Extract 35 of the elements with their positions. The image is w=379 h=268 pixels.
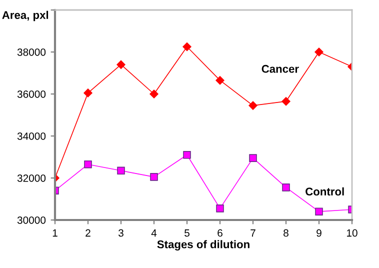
x-tick-label: 5 [184, 229, 190, 237]
y-tick-label: 34000 [17, 132, 46, 140]
point [84, 88, 92, 98]
y-axis-title: Area, pxl [2, 10, 48, 22]
point [216, 204, 224, 212]
point [248, 101, 258, 110]
series-label: Control [306, 187, 344, 196]
x-tick-label: 3 [118, 229, 124, 237]
point [150, 173, 158, 181]
x-axis-title: Stages of dilution [157, 240, 250, 251]
point [183, 151, 191, 159]
x-tick-label: 9 [316, 229, 322, 237]
x-tick-label: 6 [218, 229, 222, 237]
point [249, 154, 257, 162]
y-tick-label: 30000 [17, 216, 46, 224]
point [117, 166, 125, 175]
point [315, 208, 323, 216]
x-tick-label: 4 [151, 229, 157, 237]
y-tick-label: 32000 [17, 174, 46, 182]
point [282, 97, 290, 106]
point [150, 90, 158, 98]
point [314, 48, 324, 56]
x-tick-label: 8 [284, 229, 288, 237]
point [282, 184, 290, 192]
y-tick-label: 36000 [17, 90, 46, 98]
x-tick-label: 10 [347, 229, 358, 237]
x-tick-label: 7 [250, 229, 256, 237]
point [84, 160, 92, 168]
point [116, 60, 126, 69]
point [216, 76, 224, 85]
point [182, 42, 192, 52]
x-tick-label: 1 [52, 229, 58, 237]
y-tick-label: 38000 [17, 48, 46, 56]
series-label: Cancer [262, 64, 299, 73]
x-tick-label: 2 [86, 229, 90, 237]
